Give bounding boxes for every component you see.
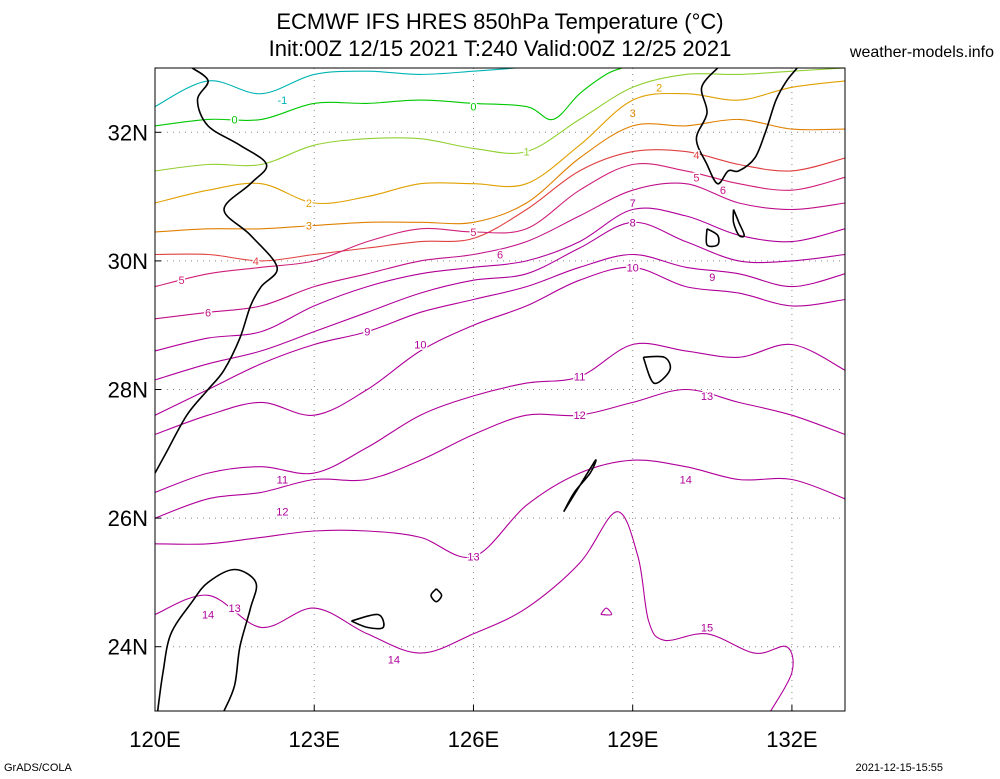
- lon-tick-label: 132E: [766, 727, 817, 752]
- contour-label: 9: [364, 327, 370, 339]
- isotherm-15: [600, 607, 613, 616]
- contour-lines: [155, 68, 845, 711]
- contour-label: 13: [228, 603, 240, 615]
- isotherm-11: [155, 342, 845, 493]
- isotherm-13: [155, 459, 845, 559]
- contour-label: 1: [523, 147, 529, 159]
- contour-label: 0: [232, 114, 238, 126]
- lat-tick-label: 24N: [108, 635, 148, 660]
- contour-label: 8: [630, 217, 636, 229]
- contour-label: 7: [630, 198, 636, 210]
- isotherm-6: [155, 182, 845, 320]
- contour-label: 10: [414, 339, 426, 351]
- contour-label: 0: [470, 102, 476, 114]
- isotherm-5: [155, 163, 845, 288]
- coastline-amami: [642, 355, 672, 385]
- lon-tick-label: 126E: [448, 727, 499, 752]
- contour-label: 9: [709, 272, 715, 284]
- contour-label: 3: [630, 108, 636, 120]
- isotherm--1: [155, 68, 516, 108]
- title-line-1: ECMWF IFS HRES 850hPa Temperature (°C): [276, 9, 724, 34]
- lon-tick-label: 120E: [129, 727, 180, 752]
- coastline-ishigaki: [351, 613, 385, 630]
- contour-label: 12: [573, 410, 585, 422]
- contour-label: 14: [202, 610, 214, 622]
- contour-label: 13: [467, 552, 479, 564]
- coastline-taiwan: [156, 568, 258, 711]
- contour-label: 4: [693, 150, 699, 162]
- isotherm-3: [155, 118, 845, 233]
- isotherm-7: [155, 207, 845, 352]
- isotherm-12: [155, 388, 845, 519]
- title-line-2: Init:00Z 12/15 2021 T:240 Valid:00Z 12/2…: [268, 36, 732, 61]
- contour-label: 5: [470, 227, 476, 239]
- isotherm-4: [155, 149, 845, 262]
- contour-label: 2: [306, 198, 312, 210]
- coastline-yakushima: [705, 228, 720, 248]
- lon-tick-label: 129E: [607, 727, 658, 752]
- contour-label: 14: [388, 655, 400, 667]
- lat-tick-label: 28N: [108, 378, 148, 403]
- lat-tick-label: 26N: [108, 506, 148, 531]
- isotherm-2: [155, 80, 845, 205]
- coastline-tanegashima: [732, 209, 746, 238]
- contour-label: 11: [277, 475, 288, 487]
- contour-label: 13: [701, 391, 713, 403]
- isotherm-10: [155, 266, 845, 436]
- footer-timestamp: 2021-12-15-15:55: [855, 762, 943, 774]
- contour-label: 11: [574, 372, 585, 384]
- footer-software: GrADS/COLA: [4, 762, 72, 774]
- coastline-okinawa: [562, 459, 597, 513]
- isotherm-9: [155, 253, 845, 416]
- contour-label: -1: [277, 95, 287, 107]
- coastline-miyako: [430, 588, 443, 603]
- chart-title: ECMWF IFS HRES 850hPa Temperature (°C) I…: [0, 8, 1000, 62]
- contour-label: 14: [680, 475, 692, 487]
- contour-label: 6: [497, 249, 503, 261]
- lat-tick-label: 32N: [108, 120, 148, 145]
- lat-tick-label: 30N: [108, 249, 148, 274]
- contour-label: 12: [276, 507, 288, 519]
- contour-label: 6: [720, 185, 726, 197]
- lon-tick-label: 123E: [289, 727, 340, 752]
- contour-labels: -100122334455566678991010111112121313131…: [177, 81, 728, 668]
- contour-label: 5: [693, 172, 699, 184]
- isotherm-8: [155, 221, 845, 381]
- contour-label: 5: [178, 275, 184, 287]
- coastline-kyushu: [695, 68, 798, 185]
- contour-label: 2: [656, 82, 662, 94]
- isotherm-14: [155, 511, 794, 711]
- site-watermark: weather-models.info: [849, 44, 994, 61]
- isotherm-0: [155, 68, 623, 127]
- coastline-china-coast: [155, 68, 278, 474]
- contour-label: 3: [306, 221, 312, 233]
- contour-label: 10: [627, 262, 639, 274]
- contour-label: 4: [253, 256, 259, 268]
- contour-label: 6: [205, 307, 211, 319]
- axis-labels: 120E 123E 126E 129E 132E 32N 30N 28N 26N 24N: [108, 120, 818, 752]
- contour-label: 15: [701, 622, 713, 634]
- coastlines: [155, 68, 798, 711]
